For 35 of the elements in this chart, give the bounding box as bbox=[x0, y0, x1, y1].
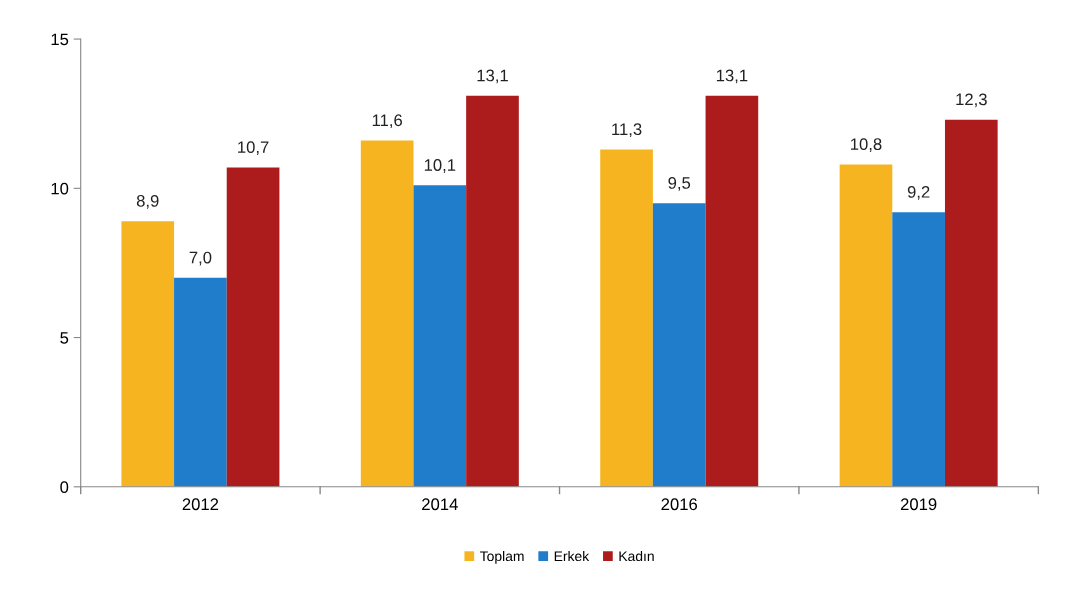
x-tick-label: 2019 bbox=[900, 498, 937, 511]
y-tick-label: 5 bbox=[60, 332, 69, 344]
data-label: 13,1 bbox=[477, 69, 508, 84]
data-label: 8,9 bbox=[136, 194, 159, 209]
x-tick-label: 2016 bbox=[661, 498, 698, 511]
bar bbox=[705, 95, 759, 487]
y-tick-label: 15 bbox=[51, 33, 69, 46]
bar bbox=[892, 212, 945, 487]
bar bbox=[121, 221, 175, 487]
legend-label: Kadın bbox=[619, 550, 654, 562]
bar bbox=[652, 203, 706, 487]
data-label: 7,0 bbox=[189, 251, 212, 266]
data-label: 9,2 bbox=[907, 185, 930, 200]
data-label: 10,7 bbox=[238, 141, 269, 155]
data-label: 13,1 bbox=[716, 69, 748, 84]
y-tick-label: 0 bbox=[60, 481, 69, 494]
data-label: 9,5 bbox=[668, 177, 691, 191]
bar bbox=[413, 185, 467, 487]
bar bbox=[600, 149, 653, 487]
y-tick-label: 10 bbox=[51, 182, 69, 195]
legend-label: Toplam bbox=[480, 550, 524, 564]
data-label: 11,3 bbox=[612, 123, 642, 138]
bar bbox=[839, 164, 893, 487]
bar bbox=[360, 140, 414, 487]
x-tick-label: 2012 bbox=[182, 498, 219, 511]
bar bbox=[944, 119, 998, 487]
data-label: 11,6 bbox=[372, 114, 403, 129]
bar bbox=[174, 277, 227, 487]
data-label: 10,8 bbox=[851, 138, 882, 152]
bar bbox=[466, 95, 519, 487]
bar bbox=[226, 167, 280, 487]
x-tick-label: 2014 bbox=[422, 498, 458, 511]
legend-label: Erkek bbox=[554, 550, 590, 562]
data-label: 10,1 bbox=[424, 159, 456, 173]
data-label: 12,3 bbox=[956, 93, 987, 108]
